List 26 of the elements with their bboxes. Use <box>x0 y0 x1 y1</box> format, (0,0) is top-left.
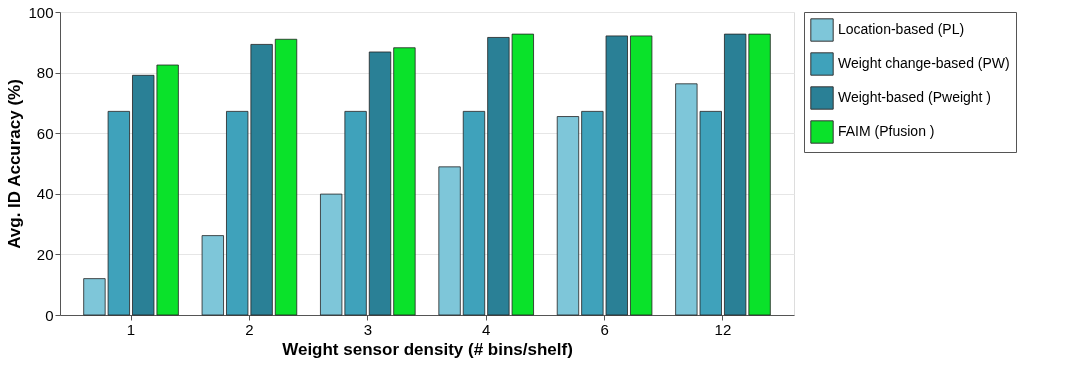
legend-label: Weight change-based (PW) <box>838 55 1010 71</box>
x-tick-label: 4 <box>482 320 491 338</box>
y-tick-label: 0 <box>45 306 54 324</box>
y-tick-label: 80 <box>36 64 54 82</box>
y-tick-label: 60 <box>36 124 54 142</box>
x-axis-title: Weight sensor density (# bins/shelf) <box>282 339 573 359</box>
bar <box>630 35 653 316</box>
x-tick-label: 3 <box>363 320 372 338</box>
x-tick-label: 12 <box>714 320 732 338</box>
y-axis-title: Avg. ID Accuracy (%) <box>5 79 25 249</box>
x-tick-label: 1 <box>126 320 136 338</box>
legend-label: Location-based (PL) <box>838 21 965 37</box>
legend-label: FAIM (Pfusion ) <box>838 123 935 139</box>
bar <box>201 235 224 316</box>
bar <box>393 47 416 316</box>
legend-label: Weight-based (Pweight ) <box>838 89 992 105</box>
bar <box>556 116 580 316</box>
y-tick-label: 40 <box>36 185 54 203</box>
bar <box>438 166 461 316</box>
bar <box>368 51 392 316</box>
x-tick-label: 2 <box>245 320 254 338</box>
y-tick-label: 100 <box>28 3 54 21</box>
bar <box>274 38 298 316</box>
x-tick-label: 6 <box>600 320 609 338</box>
bar <box>462 110 486 316</box>
y-tick-label: 20 <box>36 245 54 263</box>
